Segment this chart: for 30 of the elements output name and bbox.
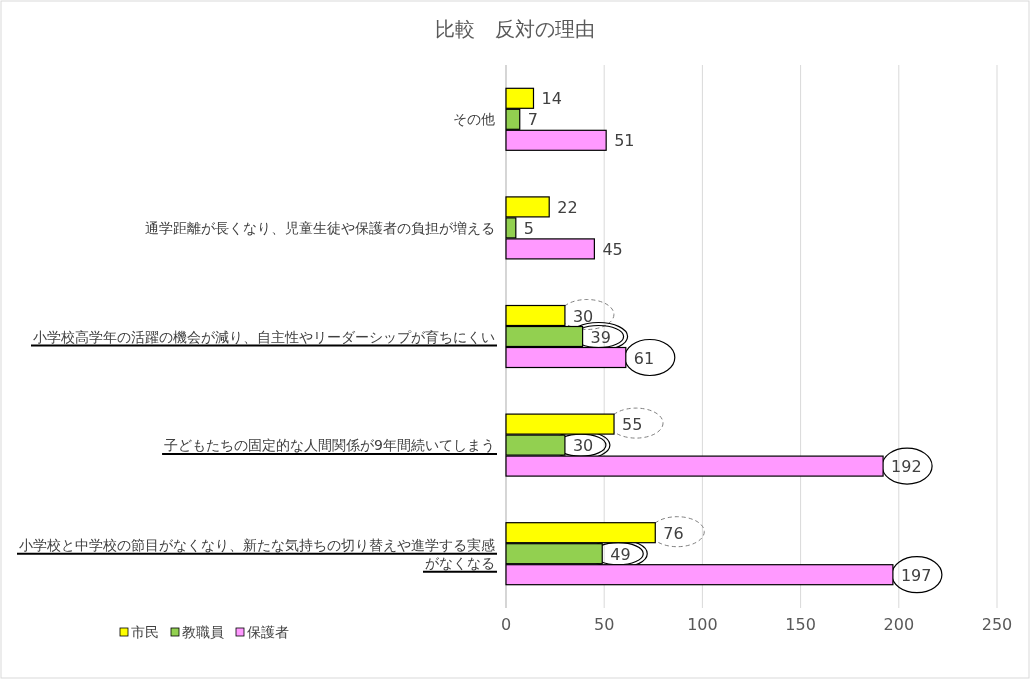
x-tick-label: 0 bbox=[500, 615, 512, 634]
data-label: 14 bbox=[541, 89, 562, 109]
y-tick-label: 小学校高学年の活躍の機会が減り、自主性やリーダーシップが育ちにくい bbox=[33, 328, 495, 345]
data-label: 5 bbox=[523, 218, 535, 238]
data-label: 197 bbox=[900, 565, 932, 585]
data-label: 30 bbox=[572, 306, 594, 326]
y-tick-label: 通学距離が長くなり、児童生徒や保護者の負担が増える bbox=[145, 219, 495, 236]
legend-label: 市民 bbox=[131, 624, 159, 640]
x-tick-label: 250 bbox=[981, 615, 1013, 634]
x-tick-label: 100 bbox=[687, 615, 718, 634]
y-tick-label: 子どもたちの固定的な人間関係が9年間続いてしまう bbox=[164, 437, 495, 454]
data-label: 7 bbox=[527, 110, 538, 130]
data-label: 76 bbox=[663, 523, 684, 543]
data-label: 22 bbox=[557, 197, 578, 217]
data-label: 45 bbox=[602, 239, 623, 259]
data-label: 61 bbox=[633, 348, 655, 368]
data-label: 49 bbox=[610, 544, 631, 564]
chart-title: 比較 反対の理由 bbox=[435, 17, 595, 41]
legend-label: 教職員 bbox=[182, 624, 224, 640]
data-label: 30 bbox=[572, 436, 594, 456]
legend-label: 保護者 bbox=[247, 624, 289, 640]
data-label: 55 bbox=[622, 415, 643, 435]
data-label: 192 bbox=[891, 457, 922, 477]
y-tick-label: その他 bbox=[453, 111, 495, 128]
data-label: 51 bbox=[614, 131, 635, 151]
data-label: 39 bbox=[590, 327, 611, 347]
x-tick-label: 50 bbox=[594, 615, 615, 634]
y-tick-label: 小学校と中学校の節目がなくなり、新たな気持ちの切り替えや進学する実感がなくなる bbox=[19, 536, 495, 571]
x-tick-label: 150 bbox=[785, 615, 816, 634]
x-tick-label: 200 bbox=[883, 615, 915, 634]
